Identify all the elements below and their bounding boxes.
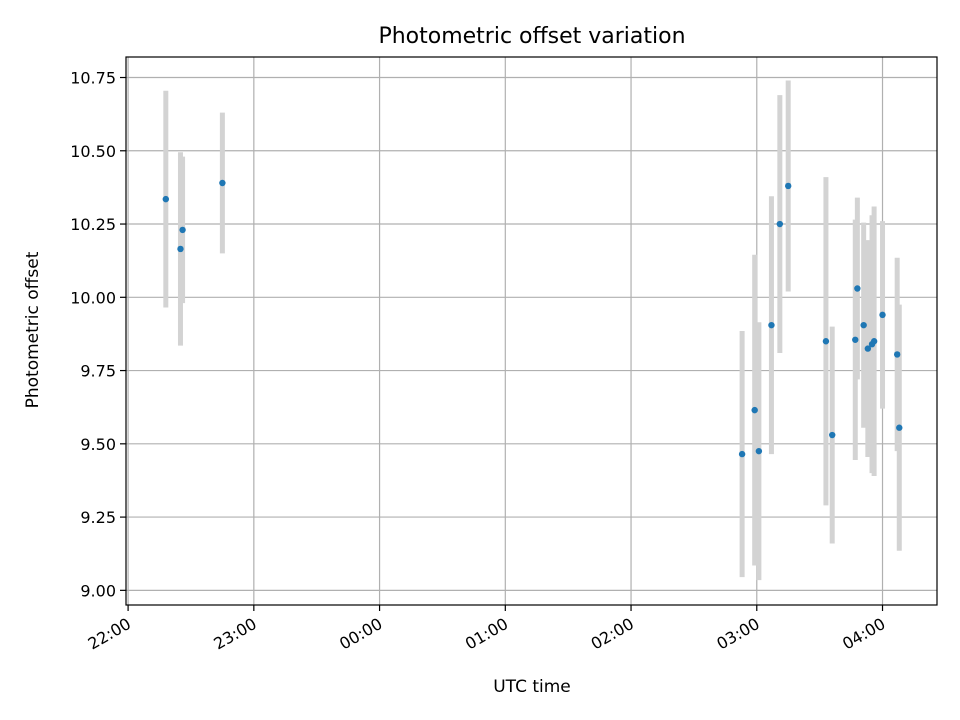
data-point	[179, 226, 186, 234]
data-point	[829, 431, 836, 439]
y-tick-label: 10.75	[70, 69, 116, 88]
data-point	[870, 338, 878, 345]
data-point	[768, 321, 775, 329]
y-tick-label: 9.00	[80, 581, 116, 600]
data-point	[854, 285, 861, 292]
y-tick-label: 9.50	[80, 435, 116, 454]
data-point	[785, 182, 792, 190]
data-point	[751, 406, 758, 414]
data-point	[776, 220, 784, 228]
y-tick-label: 10.50	[70, 142, 116, 161]
x-axis-label: UTC time	[493, 677, 571, 697]
y-axis-ticks: 9.00 9.25 9.50 9.75 10.00 10.25 10.50 10.75	[70, 69, 126, 600]
data-point	[896, 424, 903, 431]
data-point	[822, 338, 830, 345]
plot-frame	[125, 56, 938, 606]
data-point	[177, 245, 184, 253]
data-point	[864, 345, 872, 352]
y-axis-label: Photometric offset	[23, 251, 43, 408]
y-tick-label: 9.25	[80, 508, 116, 527]
y-tick-label: 9.75	[80, 362, 116, 381]
data-point	[879, 311, 886, 319]
y-tick-label: 10.00	[70, 288, 116, 307]
data-points	[162, 179, 903, 458]
y-tick-label: 10.25	[70, 215, 116, 234]
data-point	[162, 195, 170, 203]
data-point	[738, 450, 746, 458]
data-point	[893, 351, 901, 358]
data-point	[852, 336, 859, 343]
data-point	[860, 321, 867, 329]
chart-title: Photometric offset variation	[378, 24, 685, 49]
data-point	[755, 447, 763, 455]
data-point	[219, 179, 226, 187]
